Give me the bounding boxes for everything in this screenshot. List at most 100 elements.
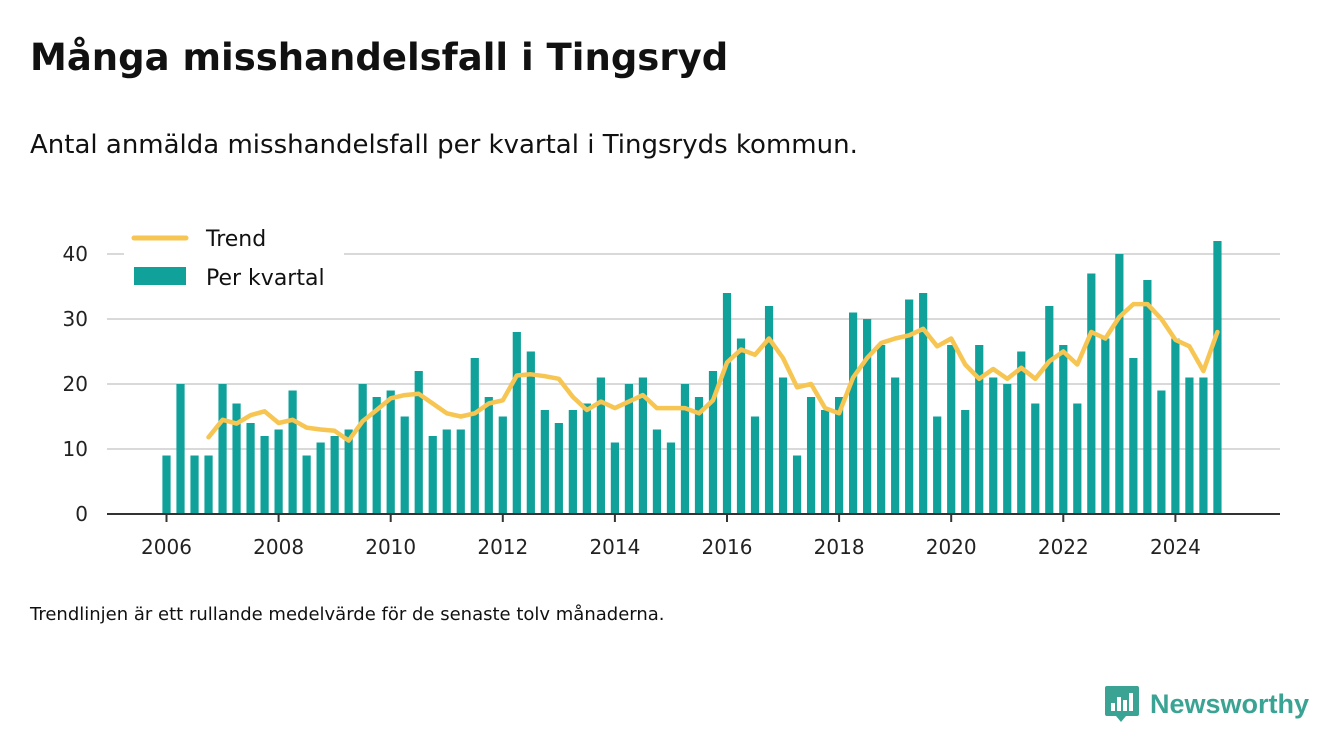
bar <box>414 371 423 514</box>
y-tick-label: 30 <box>63 307 88 331</box>
bar <box>344 429 353 514</box>
footnote: Trendlinjen är ett rullande medelvärde f… <box>30 604 665 625</box>
bar <box>947 345 956 514</box>
bar <box>484 397 493 514</box>
bar <box>1143 280 1152 514</box>
bar <box>849 312 858 514</box>
bar <box>428 436 437 514</box>
newsworthy-logo-icon <box>1105 686 1139 722</box>
y-tick-label: 20 <box>63 372 88 396</box>
bar <box>961 410 970 514</box>
bar <box>764 306 774 514</box>
bar <box>1059 345 1068 514</box>
bar <box>288 390 297 514</box>
bar <box>232 403 241 514</box>
bar <box>694 397 704 514</box>
bar <box>905 299 914 514</box>
x-tick-label: 2012 <box>477 535 528 559</box>
bar <box>1087 273 1096 514</box>
bar <box>596 377 605 514</box>
bar <box>260 436 269 514</box>
y-axis-ticks: 0 10 20 30 40 <box>63 242 88 526</box>
x-tick-label: 2018 <box>814 535 865 559</box>
x-tick-label: 2024 <box>1150 535 1201 559</box>
x-tick-label: 2006 <box>141 535 192 559</box>
bar <box>274 429 283 514</box>
bar <box>933 416 942 514</box>
bar <box>806 397 816 514</box>
x-tick-label: 2016 <box>702 535 753 559</box>
bar <box>1003 384 1012 514</box>
bar <box>512 332 521 514</box>
bar <box>1017 351 1026 514</box>
trend-line <box>206 301 1220 443</box>
legend-bars-label: Per kvartal <box>206 266 325 291</box>
bar <box>1101 338 1110 514</box>
bar <box>1157 390 1166 514</box>
bar-series <box>162 241 1222 514</box>
bar <box>778 377 788 514</box>
y-tick-label: 0 <box>75 502 88 526</box>
bar <box>1213 241 1222 514</box>
bar <box>176 384 185 514</box>
bar <box>919 293 928 514</box>
bar <box>554 423 563 514</box>
bar <box>652 429 662 514</box>
bar <box>246 423 255 514</box>
bar <box>386 390 395 514</box>
bar <box>162 455 171 514</box>
bar <box>1045 306 1054 514</box>
x-tick-label: 2020 <box>926 535 977 559</box>
bar <box>820 410 830 514</box>
bar <box>1115 254 1124 514</box>
bar <box>610 442 619 514</box>
bar <box>989 377 998 514</box>
x-tick-label: 2010 <box>365 535 416 559</box>
bar <box>498 416 507 514</box>
x-tick-label: 2022 <box>1038 535 1089 559</box>
bar <box>722 293 732 514</box>
bar <box>680 384 690 514</box>
bar <box>750 416 760 514</box>
bar <box>204 455 213 514</box>
bar <box>1129 358 1138 514</box>
bar <box>568 410 577 514</box>
bar <box>1185 377 1194 514</box>
bar <box>582 403 591 514</box>
chart-title: Många misshandelsfall i Tingsryd <box>30 36 729 79</box>
x-tick-label: 2014 <box>589 535 640 559</box>
bar <box>638 377 648 514</box>
bar <box>456 429 465 514</box>
legend-trend-label: Trend <box>205 227 266 252</box>
trend-series <box>206 301 1220 443</box>
bar <box>975 345 984 514</box>
newsworthy-brand: Newsworthy <box>1104 684 1309 724</box>
bar <box>372 397 381 514</box>
bar <box>526 351 535 514</box>
bar <box>358 384 367 514</box>
chart-subtitle: Antal anmälda misshandelsfall per kvarta… <box>30 130 858 160</box>
bar <box>863 319 872 514</box>
bar <box>1171 338 1180 514</box>
legend: Trend Per kvartal <box>124 220 344 294</box>
bar <box>1031 403 1040 514</box>
legend-bars-swatch <box>134 267 186 285</box>
bar <box>316 442 325 514</box>
bar <box>1199 377 1208 514</box>
bar <box>835 397 844 514</box>
bar <box>302 455 311 514</box>
y-tick-label: 10 <box>63 437 88 461</box>
bar <box>1073 403 1082 514</box>
x-axis-ticks: 2006 2008 2010 2012 2014 2016 2018 2020 2022 2024 <box>141 514 1201 559</box>
bar <box>792 455 802 514</box>
bar <box>666 442 676 514</box>
bar <box>708 371 718 514</box>
bar <box>400 416 409 514</box>
bar <box>624 384 634 514</box>
bar <box>891 377 900 514</box>
bar <box>736 338 746 514</box>
bar <box>330 436 339 514</box>
bar <box>442 429 451 514</box>
bar <box>218 384 227 514</box>
